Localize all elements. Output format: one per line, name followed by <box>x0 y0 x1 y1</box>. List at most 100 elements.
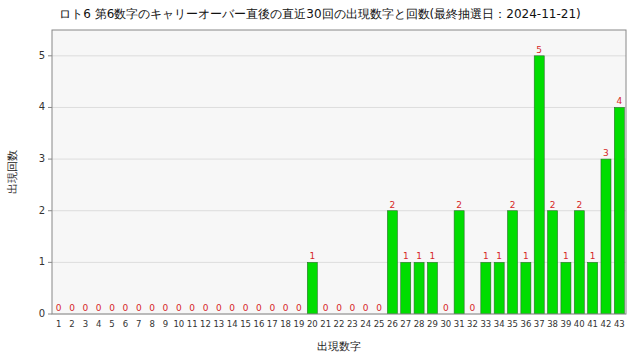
data-label: 0 <box>470 303 476 313</box>
y-tick-label: 5 <box>39 50 45 61</box>
y-tick-label: 0 <box>39 308 45 319</box>
data-label: 0 <box>216 303 222 313</box>
data-label: 0 <box>56 303 62 313</box>
bar <box>387 211 397 314</box>
data-label: 2 <box>576 200 582 210</box>
x-tick-label: 43 <box>614 319 625 329</box>
x-tick-label: 39 <box>561 319 572 329</box>
y-axis-label: 出現回数 <box>6 150 19 194</box>
y-tick <box>48 107 52 108</box>
x-tick-label: 18 <box>280 319 291 329</box>
data-label: 1 <box>590 251 596 261</box>
data-label: 4 <box>616 96 622 106</box>
bar <box>414 262 424 314</box>
x-tick-label: 31 <box>454 319 465 329</box>
x-tick-label: 12 <box>200 319 211 329</box>
x-tick-label: 13 <box>213 319 224 329</box>
x-tick-label: 32 <box>467 319 478 329</box>
x-tick-label: 25 <box>374 319 385 329</box>
bar <box>534 56 544 314</box>
plot-background <box>52 30 626 314</box>
data-label: 0 <box>349 303 355 313</box>
bar <box>427 262 437 314</box>
data-label: 0 <box>123 303 129 313</box>
data-label: 1 <box>309 251 315 261</box>
x-tick-label: 40 <box>574 319 585 329</box>
x-tick-label: 41 <box>587 319 598 329</box>
x-tick-label: 27 <box>400 319 411 329</box>
x-tick-label: 22 <box>334 319 345 329</box>
data-label: 0 <box>443 303 449 313</box>
x-tick-label: 23 <box>347 319 358 329</box>
data-label: 1 <box>430 251 436 261</box>
bar <box>307 262 317 314</box>
x-tick-label: 21 <box>320 319 331 329</box>
x-axis-label: 出現数字 <box>317 340 361 353</box>
data-label: 2 <box>510 200 516 210</box>
data-label: 0 <box>269 303 275 313</box>
x-tick-label: 11 <box>187 319 198 329</box>
y-tick-label: 2 <box>39 205 45 216</box>
data-label: 2 <box>456 200 462 210</box>
data-label: 0 <box>149 303 155 313</box>
x-tick-label: 35 <box>507 319 518 329</box>
data-label: 0 <box>136 303 142 313</box>
data-label: 1 <box>563 251 569 261</box>
data-label: 0 <box>376 303 382 313</box>
data-label: 1 <box>483 251 489 261</box>
x-tick-label: 8 <box>149 319 154 329</box>
chart-svg: 0123450000000000000000000100000211102011… <box>0 0 640 360</box>
x-tick-label: 28 <box>414 319 425 329</box>
x-tick-label: 4 <box>96 319 101 329</box>
x-tick-label: 42 <box>601 319 612 329</box>
data-label: 0 <box>163 303 169 313</box>
bar <box>548 211 558 314</box>
bar <box>521 262 531 314</box>
data-label: 0 <box>69 303 75 313</box>
bar <box>508 211 518 314</box>
bar <box>494 262 504 314</box>
data-label: 0 <box>109 303 115 313</box>
y-tick <box>48 314 52 315</box>
y-tick <box>48 55 52 56</box>
x-tick-label: 9 <box>163 319 168 329</box>
data-label: 2 <box>550 200 556 210</box>
data-label: 0 <box>203 303 209 313</box>
data-label: 2 <box>390 200 396 210</box>
data-label: 0 <box>243 303 249 313</box>
bar <box>401 262 411 314</box>
x-tick-label: 14 <box>227 319 238 329</box>
data-label: 0 <box>176 303 182 313</box>
data-label: 0 <box>363 303 369 313</box>
data-label: 0 <box>189 303 195 313</box>
x-tick-label: 24 <box>360 319 371 329</box>
bar <box>614 107 624 314</box>
data-label: 0 <box>323 303 329 313</box>
x-tick-label: 26 <box>387 319 398 329</box>
y-tick-label: 4 <box>39 101 45 112</box>
y-tick <box>48 210 52 211</box>
data-label: 1 <box>523 251 529 261</box>
data-label: 0 <box>256 303 262 313</box>
bar <box>588 262 598 314</box>
bar <box>454 211 464 314</box>
x-tick-label: 1 <box>56 319 61 329</box>
plot-frame <box>52 30 626 314</box>
data-label: 0 <box>336 303 342 313</box>
y-tick <box>48 159 52 160</box>
x-tick-label: 10 <box>173 319 184 329</box>
x-tick-label: 7 <box>136 319 141 329</box>
data-label: 0 <box>83 303 89 313</box>
y-tick <box>48 262 52 263</box>
y-tick-label: 1 <box>39 256 45 267</box>
title: ロト6 第6数字のキャリーオーバー直後の直近30回の出現数字と回数(最終抽選日：… <box>59 7 580 21</box>
x-tick-label: 38 <box>547 319 558 329</box>
data-label: 1 <box>496 251 502 261</box>
bars <box>307 56 624 314</box>
x-tick-label: 20 <box>307 319 318 329</box>
bar <box>574 211 584 314</box>
data-label: 1 <box>416 251 422 261</box>
x-tick-label: 19 <box>294 319 305 329</box>
x-tick-label: 2 <box>69 319 74 329</box>
x-tick-label: 16 <box>253 319 264 329</box>
